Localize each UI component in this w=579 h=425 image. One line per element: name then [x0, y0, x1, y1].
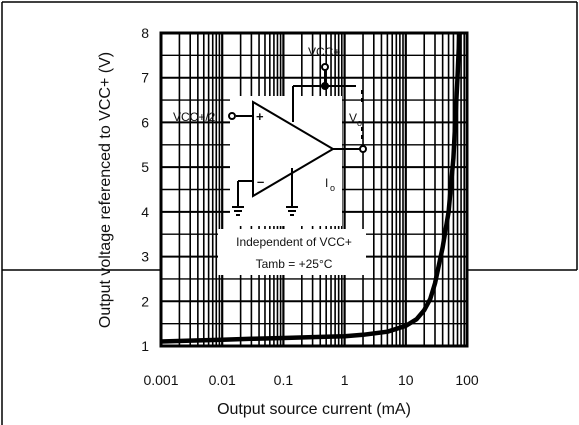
- x-tick-label: 0.001: [143, 372, 178, 388]
- io-subscript: o: [330, 183, 335, 193]
- series-layer: [160, 32, 462, 344]
- vcc-half-label: VCC+/2: [173, 110, 216, 124]
- y-axis-label: Output voltage referenced to VCC+ (V): [97, 52, 114, 328]
- series-line: [160, 32, 462, 344]
- y-tick-label: 1: [141, 338, 149, 354]
- io-label: I: [325, 176, 328, 190]
- note-line-2: Tamb = +25°C: [256, 257, 333, 271]
- y-tick-label: 6: [141, 114, 149, 130]
- vcc-plus-label: VCC+: [308, 45, 340, 59]
- x-tick-label: 1: [341, 372, 349, 388]
- y-tick-label: 5: [141, 159, 149, 175]
- y-tick-label: 4: [141, 204, 149, 220]
- opamp-schematic: [228, 63, 367, 226]
- x-axis-label: Output source current (mA): [217, 401, 411, 418]
- y-tick-label: 2: [141, 293, 149, 309]
- minus-input-sign: –: [257, 174, 264, 189]
- x-tick-label: 10: [398, 372, 414, 388]
- vo-label: V: [349, 111, 357, 125]
- y-tick-label: 8: [141, 25, 149, 41]
- x-tick-label: 0.01: [209, 372, 236, 388]
- x-tick-label: 0.1: [274, 372, 294, 388]
- plus-input-sign: +: [256, 109, 264, 124]
- y-tick-label: 3: [141, 249, 149, 265]
- x-tick-label: 100: [455, 372, 479, 388]
- tick-labels: 0.001 0.01 0.1 1 10 100 1 2 3 4 5 6 7 8: [141, 25, 479, 388]
- note-line-1: Independent of VCC+: [236, 235, 352, 249]
- note-background: [218, 229, 366, 275]
- y-tick-label: 7: [141, 70, 149, 86]
- vo-subscript: o: [357, 118, 362, 128]
